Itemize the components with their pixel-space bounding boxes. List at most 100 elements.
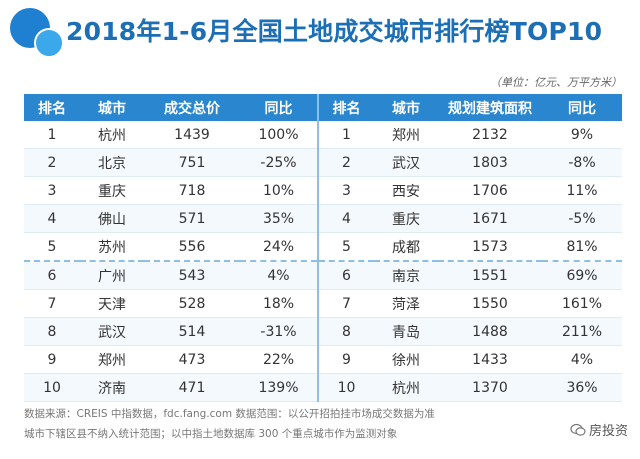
yoy-cell: 11% <box>542 176 622 205</box>
city-cell: 广州 <box>80 261 144 290</box>
city-cell: 菏泽 <box>374 289 438 318</box>
header-planned-area: 规划建筑面积 <box>438 94 542 121</box>
brand-name: 房投资 <box>588 424 628 439</box>
city-cell: 郑州 <box>80 345 144 374</box>
footer-line: 数据来源：CREIS 中指数据，fdc.fang.com 数据范围：以公开招拍挂… <box>24 408 435 420</box>
city-cell: 杭州 <box>374 373 438 402</box>
rank-cell: 7 <box>317 289 374 318</box>
rank-cell: 4 <box>317 204 374 233</box>
rank-cell: 2 <box>24 148 80 177</box>
unit-note: （单位：亿元、万平方米） <box>490 76 622 89</box>
yoy-cell: 100% <box>240 121 318 149</box>
header-yoy: 同比 <box>240 94 318 121</box>
value-cell: 1551 <box>438 261 542 290</box>
value-cell: 471 <box>144 373 240 402</box>
rank-cell: 5 <box>24 232 80 262</box>
value-cell: 473 <box>144 345 240 374</box>
yoy-cell: 81% <box>542 232 622 262</box>
table-row: 2 北京 751 -25% 2 武汉 1803 -8% <box>24 148 622 177</box>
rank-cell: 3 <box>317 176 374 205</box>
rank-cell: 1 <box>24 121 80 149</box>
rank-cell: 8 <box>24 317 80 346</box>
logo <box>10 6 64 58</box>
value-cell: 1803 <box>438 148 542 177</box>
rank-cell: 7 <box>24 289 80 318</box>
city-cell: 苏州 <box>80 232 144 262</box>
city-cell: 天津 <box>80 289 144 318</box>
city-cell: 徐州 <box>374 345 438 374</box>
value-cell: 751 <box>144 148 240 177</box>
table-row: 4 佛山 571 35% 4 重庆 1671 -5% <box>24 204 622 233</box>
yoy-cell: 36% <box>542 373 622 402</box>
value-cell: 1550 <box>438 289 542 318</box>
page-title: 2018年1-6月全国土地成交城市排行榜TOP10 <box>66 17 603 46</box>
value-cell: 543 <box>144 261 240 290</box>
header-row: 排名 城市 成交总价 同比 排名 城市 规划建筑面积 同比 <box>24 94 622 121</box>
rank-cell: 6 <box>24 261 80 290</box>
value-cell: 2132 <box>438 121 542 149</box>
rank-cell: 1 <box>317 121 374 149</box>
city-cell: 郑州 <box>374 121 438 149</box>
city-cell: 北京 <box>80 148 144 177</box>
value-cell: 1706 <box>438 176 542 205</box>
header-rank: 排名 <box>24 94 80 121</box>
rank-cell: 9 <box>24 345 80 374</box>
yoy-cell: 9% <box>542 121 622 149</box>
value-cell: 1573 <box>438 232 542 262</box>
value-cell: 556 <box>144 232 240 262</box>
rank-cell: 2 <box>317 148 374 177</box>
city-cell: 青岛 <box>374 317 438 346</box>
yoy-cell: -8% <box>542 148 622 177</box>
city-cell: 济南 <box>80 373 144 402</box>
rank-cell: 10 <box>24 373 80 402</box>
yoy-cell: 4% <box>240 261 318 290</box>
value-cell: 1439 <box>144 121 240 149</box>
city-cell: 重庆 <box>374 204 438 233</box>
yoy-cell: 4% <box>542 345 622 374</box>
rank-cell: 3 <box>24 176 80 205</box>
value-cell: 1433 <box>438 345 542 374</box>
yoy-cell: 69% <box>542 261 622 290</box>
header-city: 城市 <box>374 94 438 121</box>
header-rank: 排名 <box>317 94 374 121</box>
brand-watermark: 房投资 <box>570 420 628 439</box>
city-cell: 杭州 <box>80 121 144 149</box>
table-row: 1 杭州 1439 100% 1 郑州 2132 9% <box>24 121 622 149</box>
rank-cell: 5 <box>317 232 374 262</box>
header-city: 城市 <box>80 94 144 121</box>
value-cell: 718 <box>144 176 240 205</box>
city-cell: 武汉 <box>80 317 144 346</box>
value-cell: 1671 <box>438 204 542 233</box>
logo-circle-small <box>34 28 64 58</box>
city-cell: 西安 <box>374 176 438 205</box>
footer-line: 城市下辖区县不纳入统计范围；以中指土地数据库 300 个重点城市作为监测对象 <box>24 428 398 440</box>
value-cell: 514 <box>144 317 240 346</box>
table-row: 8 武汉 514 -31% 8 青岛 1488 211% <box>24 317 622 346</box>
city-cell: 重庆 <box>80 176 144 205</box>
rank-cell: 10 <box>317 373 374 402</box>
header-total-price: 成交总价 <box>144 94 240 121</box>
table-row: 9 郑州 473 22% 9 徐州 1433 4% <box>24 345 622 374</box>
ranking-table: 排名 城市 成交总价 同比 排名 城市 规划建筑面积 同比 1 杭州 1439 100… <box>24 94 622 402</box>
table-row: 3 重庆 718 10% 3 西安 1706 11% <box>24 176 622 205</box>
wechat-icon <box>570 423 586 436</box>
rank-cell: 8 <box>317 317 374 346</box>
table-row: 7 天津 528 18% 7 菏泽 1550 161% <box>24 289 622 318</box>
header-yoy: 同比 <box>542 94 622 121</box>
table-body: 1 杭州 1439 100% 1 郑州 2132 9% 2 北京 751 -25% 2 武汉 1803 -8%… <box>24 121 622 402</box>
city-cell: 佛山 <box>80 204 144 233</box>
table-row: 5 苏州 556 24% 5 成都 1573 81% <box>24 232 622 262</box>
yoy-cell: 211% <box>542 317 622 346</box>
yoy-cell: 10% <box>240 176 318 205</box>
rank-cell: 6 <box>317 261 374 290</box>
yoy-cell: 24% <box>240 232 318 262</box>
rank-cell: 9 <box>317 345 374 374</box>
table-row: 10 济南 471 139% 10 杭州 1370 36% <box>24 373 622 402</box>
value-cell: 1488 <box>438 317 542 346</box>
value-cell: 1370 <box>438 373 542 402</box>
yoy-cell: -31% <box>240 317 318 346</box>
yoy-cell: 18% <box>240 289 318 318</box>
city-cell: 南京 <box>374 261 438 290</box>
yoy-cell: -25% <box>240 148 318 177</box>
city-cell: 成都 <box>374 232 438 262</box>
